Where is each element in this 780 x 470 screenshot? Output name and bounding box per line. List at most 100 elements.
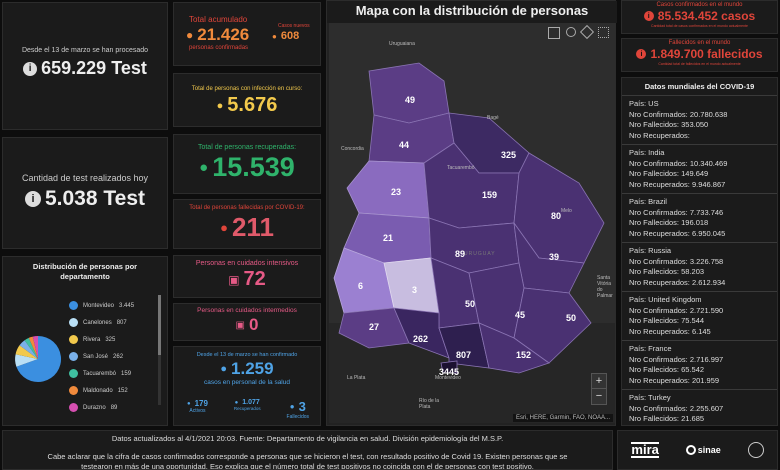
health-deceased-label: Fallecidos — [286, 414, 310, 420]
world-data-title: Datos mundiales del COVID-19 — [644, 82, 755, 91]
country-deceased: Nro Fallecidos: 75.544 — [629, 316, 705, 325]
legend-value: 3.445 — [119, 302, 135, 309]
department-count: 325 — [501, 150, 517, 160]
pie-slice-canelones — [15, 354, 38, 367]
active-infections-label: Total de personas con infección en curso… — [191, 86, 303, 92]
health-active-value: 179 — [194, 399, 208, 408]
world-cases-value: 85.534.452 casos — [657, 9, 756, 23]
country-item: País: France Nro Confirmados: 2.716.997 … — [622, 341, 777, 390]
country-name: País: France — [629, 344, 672, 353]
country-confirmed: Nro Confirmados: 20.780.638 — [629, 109, 728, 119]
person-icon: ● — [272, 31, 277, 41]
department-count: 152 — [516, 350, 532, 360]
department-canelones[interactable] — [438, 322, 490, 369]
legend-scrollbar-thumb[interactable] — [158, 295, 161, 355]
department-count: 39 — [549, 252, 560, 262]
map-title: Mapa con la distribución de personas — [327, 1, 617, 23]
legend-dot-durazno — [69, 403, 78, 412]
home-icon[interactable] — [548, 27, 560, 39]
bed-icon: ▣ — [235, 319, 245, 331]
pie-slice-tacuarembo — [24, 337, 38, 359]
deceased-value: 211 — [231, 212, 274, 242]
country-deceased: Nro Fallecidos: 58.203 — [629, 267, 705, 276]
deceased-label: Total de personas fallecidas por COVID-1… — [189, 205, 305, 211]
search-icon[interactable] — [566, 27, 576, 37]
zoom-controls: + − — [591, 373, 607, 405]
tests-today-panel: Cantidad de test realizados hoy i 5.038 … — [2, 137, 168, 249]
legend-label: Tacuarembó — [83, 370, 117, 377]
map-toolbar — [548, 24, 609, 40]
info-icon: i — [23, 61, 38, 76]
place-label: Concordia — [341, 146, 364, 152]
intermediate-care-value: 0 — [248, 315, 259, 334]
layers-icon[interactable] — [579, 24, 595, 40]
legend-item: Tacuarembó 159 — [69, 365, 157, 382]
sinae-logo-icon — [685, 445, 696, 455]
grid-icon[interactable] — [598, 27, 609, 38]
tests-today-value: 5.038 Test — [44, 187, 145, 210]
legend-value: 159 — [121, 370, 132, 377]
department-maldonado[interactable] — [478, 322, 550, 374]
country-confirmed: Nro Confirmados: 2.721.590 — [629, 305, 724, 315]
department-montevideo[interactable] — [440, 360, 458, 374]
icu-value: 72 — [243, 268, 266, 290]
world-country-list[interactable]: País: US Nro Confirmados: 20.780.638 Nro… — [622, 95, 777, 425]
footer-note-1: Cabe aclarar que la cifra de casos confi… — [47, 452, 568, 461]
legend-dot-tacuarembo — [69, 369, 78, 378]
legend-scrollbar[interactable] — [158, 295, 161, 405]
country-confirmed: Nro Confirmados: 2.255.607 — [629, 403, 724, 413]
world-deaths-value: 1.849.700 fallecidos — [650, 47, 763, 61]
person-icon: ● — [186, 400, 191, 407]
world-deaths-panel: Fallecidos en el mundo i 1.849.700 falle… — [621, 38, 778, 72]
department-count: 89 — [455, 249, 466, 259]
map-attribution[interactable]: Esri, HERE, Garmin, FAO, NOAA... — [512, 414, 613, 422]
active-infections-panel: Total de personas con infección en curso… — [173, 73, 321, 127]
department-legend: Montevideo 3.445 Canelones 807 Rivera 325 S… — [69, 297, 157, 416]
country-name: País: Turkey — [629, 393, 671, 402]
zoom-in-button[interactable]: + — [592, 374, 606, 389]
country-recovered: Nro Recuperados: — [629, 130, 690, 140]
health-deceased-value: 3 — [298, 399, 306, 414]
deceased-panel: Total de personas fallecidas por COVID-1… — [173, 199, 321, 249]
department-count: 21 — [383, 233, 394, 243]
country-name: País: Brazil — [629, 197, 667, 206]
place-label: Uruguaiana — [389, 41, 415, 47]
department-count: 159 — [482, 190, 498, 200]
intermediate-care-label: Personas en cuidados intermedios — [197, 307, 297, 314]
place-label: URUGUAY — [464, 251, 496, 257]
department-count: 807 — [456, 350, 472, 360]
health-staff-panel: Desde el 13 de marzo se han confirmado ●… — [173, 346, 321, 426]
uruguay-map[interactable] — [329, 23, 615, 423]
department-count: 3 — [412, 285, 418, 295]
department-artigas[interactable] — [368, 62, 450, 124]
country-name: País: United Kingdom — [629, 295, 702, 304]
country-name: País: Russia — [629, 246, 672, 255]
map-canvas[interactable]: Uruguaiana Concordia Tacuarembó URUGUAY … — [329, 23, 615, 423]
department-paysandu[interactable] — [346, 160, 430, 219]
legend-dot-sanjose — [69, 352, 78, 361]
total-accumulated-value: 21.426 — [197, 25, 250, 44]
footer-updated: Datos actualizados al 4/1/2021 20:03. Fu… — [111, 434, 504, 443]
zoom-out-button[interactable]: − — [595, 390, 603, 402]
recovered-value: 15.539 — [212, 152, 295, 182]
department-count: 3445 — [439, 367, 460, 377]
tests-total-value: 659.229 Test — [41, 58, 147, 78]
country-name: País: India — [629, 148, 665, 157]
pie-slice-montevideo — [16, 335, 62, 382]
country-name: País: US — [629, 99, 659, 108]
bed-icon: ▣ — [228, 272, 240, 287]
department-rocha[interactable] — [513, 287, 592, 364]
tests-total-panel: Desde el 13 de marzo se han procesado i … — [2, 2, 168, 130]
department-pie-chart — [15, 335, 62, 382]
department-count: 50 — [566, 313, 577, 323]
world-cases-panel: Casos confirmados en el mundo i 85.534.4… — [621, 0, 778, 34]
department-colonia[interactable] — [338, 307, 410, 349]
country-item: País: US Nro Confirmados: 20.780.638 Nro… — [622, 96, 777, 145]
total-accumulated-sub: personas confirmadas — [189, 45, 249, 51]
country-confirmed: Nro Confirmados: 2.716.997 — [629, 354, 724, 364]
legend-item: Rivera 325 — [69, 331, 157, 348]
department-count: 27 — [369, 322, 380, 332]
legend-label: Canelones — [83, 319, 112, 326]
legend-value: 325 — [105, 336, 116, 343]
department-count: 50 — [465, 299, 476, 309]
